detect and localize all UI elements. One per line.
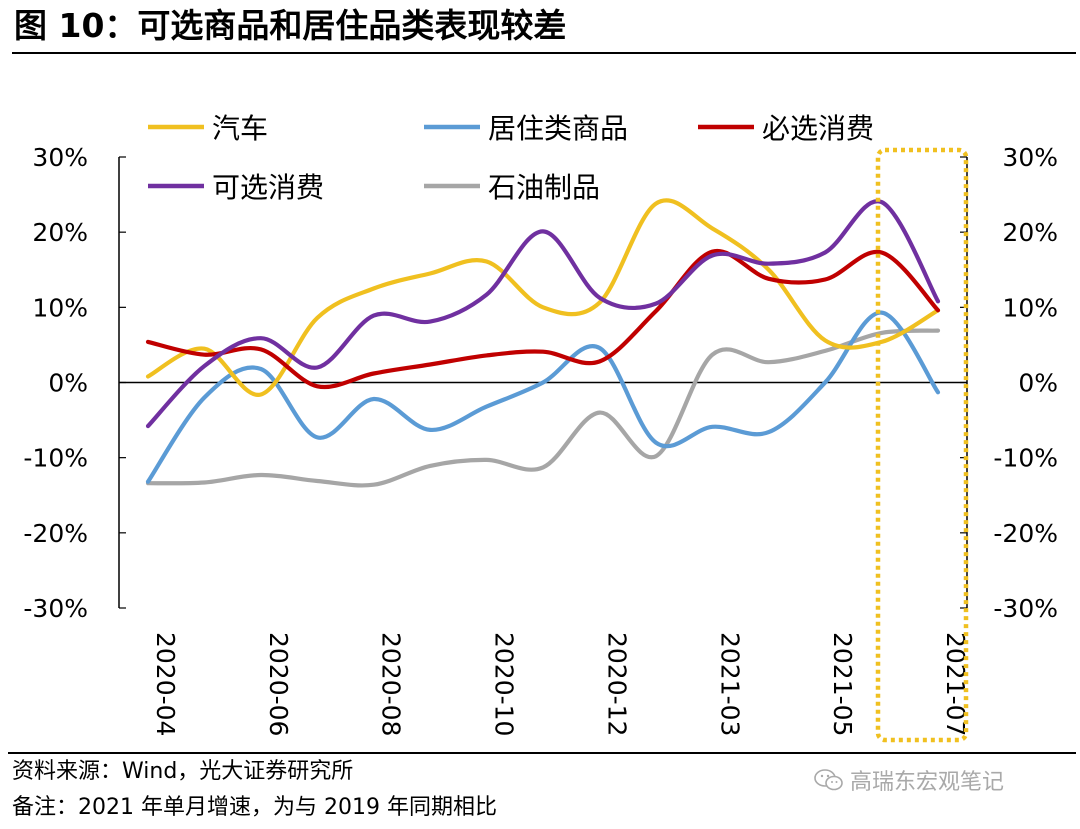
legend-label-4: 石油制品 xyxy=(488,171,600,204)
y-tick-label-left: -30% xyxy=(23,594,88,623)
y-tick-label-right: 20% xyxy=(1002,218,1058,247)
y-tick-label-left: 20% xyxy=(32,218,88,247)
y-tick-label-left: 10% xyxy=(32,293,88,322)
y-tick-label-left: 30% xyxy=(32,143,88,172)
series-line-0 xyxy=(145,198,941,397)
series-line-4 xyxy=(145,328,941,488)
watermark-text: 高瑞东宏观笔记 xyxy=(850,770,1005,795)
wechat-icon xyxy=(814,769,843,791)
y-tick-label-left: 0% xyxy=(48,369,88,398)
y-tick-label-left: -20% xyxy=(23,519,88,548)
y-tick-label-right: -10% xyxy=(993,444,1058,473)
footer-divider xyxy=(8,752,1076,754)
x-tick-label: 2021-05 xyxy=(828,632,857,736)
x-tick-label: 2020-04 xyxy=(151,632,180,736)
y-tick-label-right: 30% xyxy=(1002,143,1058,172)
series-line-2 xyxy=(145,248,941,390)
source-note: 资料来源：Wind，光大证券研究所 xyxy=(12,759,354,784)
y-tick-label-right: -20% xyxy=(993,519,1058,548)
legend-label-2: 必选消费 xyxy=(762,112,874,145)
y-tick-label-right: -30% xyxy=(993,594,1058,623)
title-divider xyxy=(12,52,1076,54)
x-tick-label: 2020-12 xyxy=(602,632,631,736)
y-tick-label-left: -10% xyxy=(23,444,88,473)
remark-note: 备注：2021 年单月增速，为与 2019 年同期相比 xyxy=(12,795,497,820)
chart-axes: -30% -30% -20% -20% -10% -10% 0% 0% 10% 10% 20% 20%… xyxy=(23,143,1058,736)
watermark: 高瑞东宏观笔记 xyxy=(814,764,1004,796)
x-tick-label: 2020-10 xyxy=(490,632,519,736)
legend-label-1: 居住类商品 xyxy=(488,112,628,145)
legend-label-0: 汽车 xyxy=(212,112,268,145)
x-tick-label: 2020-06 xyxy=(264,632,293,736)
series-line-3 xyxy=(145,199,941,429)
x-tick-label: 2021-03 xyxy=(715,632,744,736)
y-tick-label-right: 0% xyxy=(1018,369,1058,398)
x-tick-label: 2020-08 xyxy=(377,632,406,736)
series-line-1 xyxy=(145,310,941,484)
chart-series xyxy=(145,198,941,488)
chart-title: 图 10：可选商品和居住品类表现较差 xyxy=(14,6,567,45)
y-tick-label-right: 10% xyxy=(1002,293,1058,322)
legend-label-3: 可选消费 xyxy=(212,171,324,204)
